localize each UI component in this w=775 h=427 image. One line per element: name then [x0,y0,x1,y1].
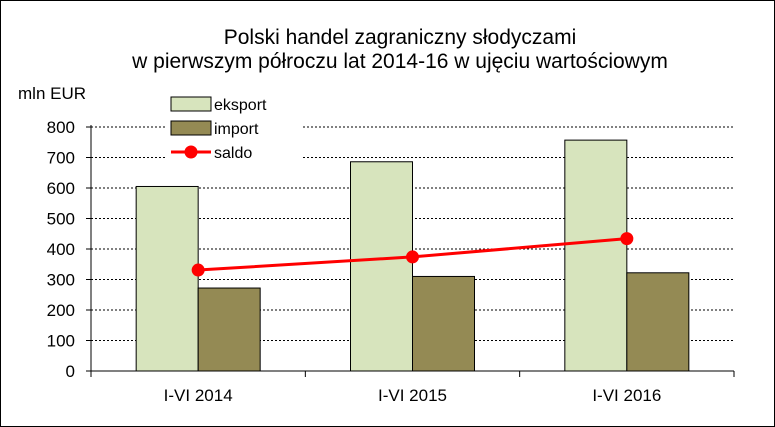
legend-label-eksport: eksport [214,97,267,114]
y-tick-label: 100 [47,332,75,351]
bar-eksport [564,139,628,372]
point-saldo [406,250,419,264]
bar-import [626,272,690,372]
legend-label-saldo: saldo [214,145,252,162]
axes [90,125,735,377]
y-axis-label: mln EUR [18,84,86,103]
x-tick-labels: I-VI 2014 I-VI 2015 I-VI 2016 [164,386,662,405]
bar-eksport [350,161,413,372]
point-saldo [620,232,634,246]
bars [135,139,690,372]
y-tick-label: 500 [47,210,75,229]
chart-title: Polski handel zagraniczny słodyczami [224,26,577,49]
legend-swatch-import [170,120,212,136]
y-tick-label: 400 [47,240,75,259]
bar-import [412,275,475,372]
bar-import [197,287,261,372]
y-tick-label: 700 [47,149,75,168]
legend-marker-saldo [184,145,198,159]
y-tick-label: 0 [66,362,75,381]
y-tick-label: 800 [47,118,75,137]
y-tick-label: 200 [47,301,75,320]
legend-swatch-eksport [170,96,212,112]
bar-eksport [135,185,199,372]
chart-subtitle: w pierwszym półroczu lat 2014-16 w ujęci… [131,50,668,73]
y-tick-label: 600 [47,179,75,198]
saldo-line [191,232,634,277]
y-tick-label: 300 [47,271,75,290]
legend-label-import: import [214,121,259,138]
x-tick-label: I-VI 2015 [378,386,447,405]
y-tick-labels: 0 100 200 300 400 500 600 700 800 [47,118,75,381]
x-tick-label: I-VI 2014 [164,386,233,405]
x-tick-label: I-VI 2016 [592,386,661,405]
point-saldo [191,263,205,277]
legend: eksport import saldo [165,92,303,165]
